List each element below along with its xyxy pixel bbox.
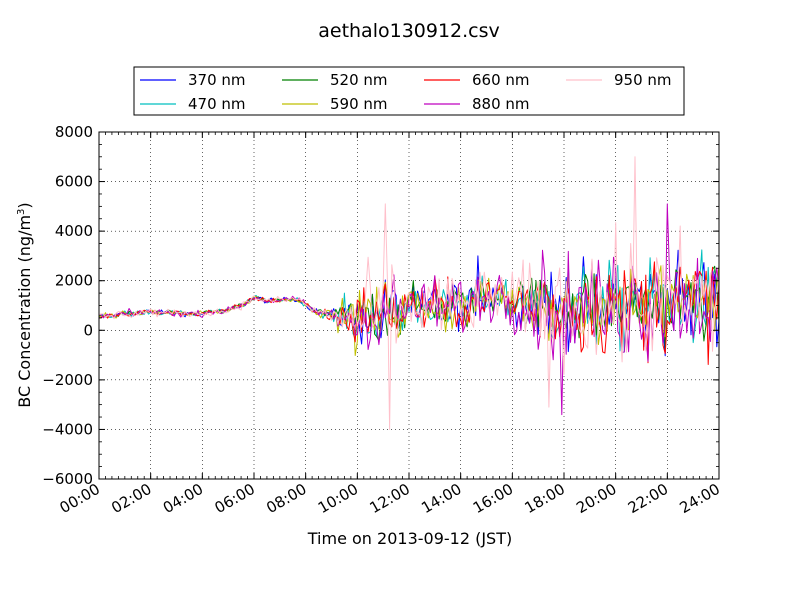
legend-label: 660 nm — [472, 71, 530, 89]
y-tick-label: 0 — [83, 321, 93, 339]
y-tick-label: 8000 — [55, 123, 93, 141]
y-tick-label: 2000 — [55, 272, 93, 290]
x-tick-label: 18:00 — [522, 480, 568, 517]
legend-label: 590 nm — [330, 95, 388, 113]
x-tick-label: 14:00 — [418, 480, 464, 517]
legend-label: 520 nm — [330, 71, 388, 89]
y-axis-label-suffix: ) — [15, 202, 34, 208]
x-tick-label: 08:00 — [263, 480, 309, 517]
y-axis-label-main: BC Concentration (ng/m — [15, 215, 34, 408]
series-line-950-nm — [98, 156, 720, 430]
x-tick-label: 06:00 — [212, 480, 258, 517]
series-line-660-nm — [98, 261, 720, 365]
x-tick-label: 02:00 — [108, 480, 154, 517]
y-axis-label-superscript: 3 — [16, 209, 27, 215]
x-tick-label: 16:00 — [470, 480, 516, 517]
legend-label: 470 nm — [188, 95, 246, 113]
y-tick-label: 6000 — [55, 173, 93, 191]
x-tick-label: 10:00 — [315, 480, 361, 517]
y-tick-label: −6000 — [42, 470, 93, 488]
legend-label: 950 nm — [614, 71, 672, 89]
x-tick-label: 24:00 — [677, 480, 723, 517]
legend-label: 370 nm — [188, 71, 246, 89]
y-tick-label: 4000 — [55, 222, 93, 240]
y-tick-label: −2000 — [42, 371, 93, 389]
x-tick-label: 20:00 — [573, 480, 619, 517]
y-tick-label: −4000 — [42, 420, 93, 438]
y-axis-label: BC Concentration (ng/m3) — [15, 202, 34, 407]
x-tick-label: 22:00 — [625, 480, 671, 517]
legend: 370 nm 470 nm 520 nm 590 nm 660 nm 880 nm 950 … — [133, 66, 685, 116]
series-line-880-nm — [99, 203, 720, 416]
x-axis-label: Time on 2013-09-12 (JST) — [307, 529, 512, 548]
plot-frame — [98, 131, 720, 480]
legend-box — [133, 66, 685, 116]
chart-title: aethalo130912.csv — [318, 20, 500, 42]
x-tick-label: 04:00 — [160, 480, 206, 517]
series-lines — [98, 156, 720, 430]
legend-label: 880 nm — [472, 95, 530, 113]
x-tick-label: 12:00 — [367, 480, 413, 517]
